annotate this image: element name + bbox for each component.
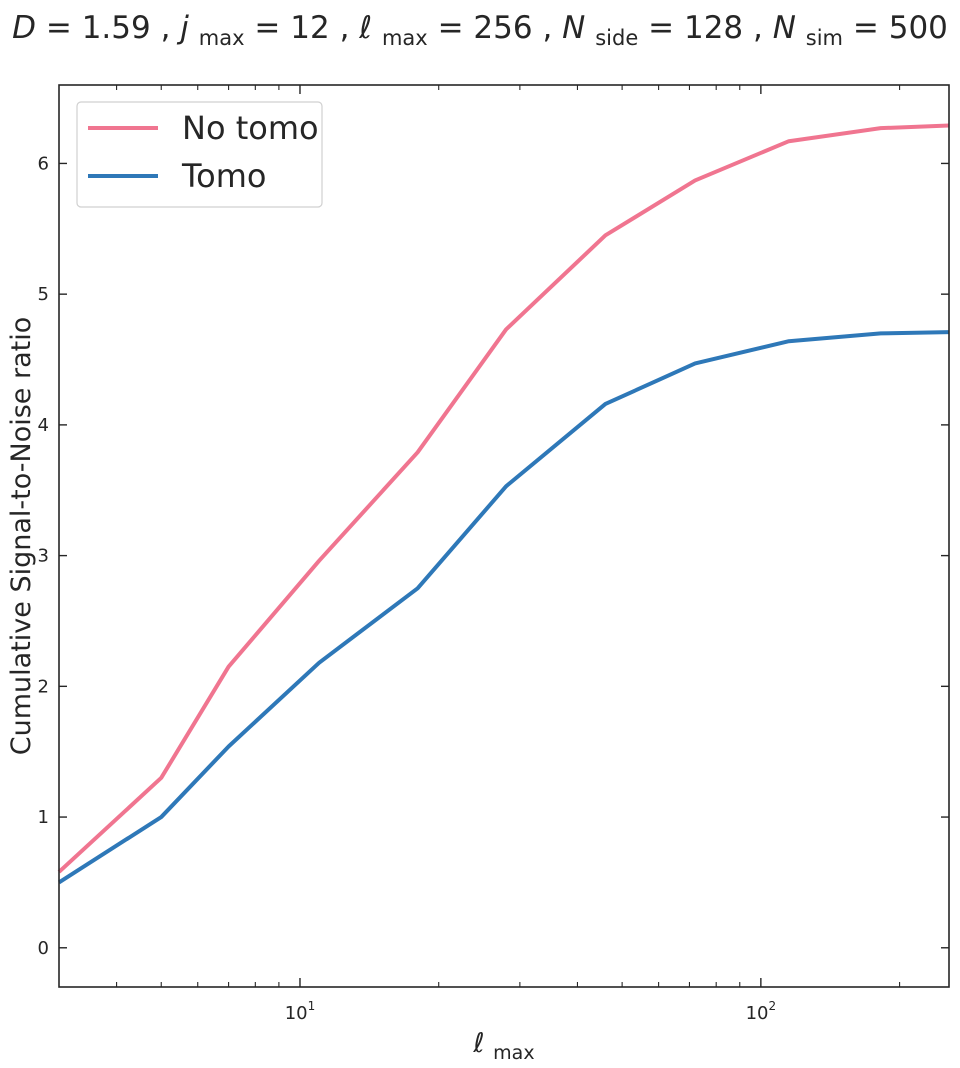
title-j-label: j — [176, 10, 189, 46]
title-nsim-label: N — [773, 10, 796, 46]
legend-label-tomo: Tomo — [181, 157, 266, 195]
x-axis-label-main: ℓ — [472, 1028, 484, 1059]
y-tick-label: 2 — [38, 676, 49, 697]
title-nsim-value: 500 — [889, 10, 948, 46]
y-tick-label: 0 — [38, 938, 49, 959]
ticks-layer — [59, 85, 949, 987]
title-l-sub: max — [382, 26, 428, 50]
y-tick-label: 1 — [38, 807, 49, 828]
y-tick-label: 6 — [38, 153, 49, 174]
chart-title: D = 1.59 , j max = 12 , ℓ max = 256 , N … — [12, 10, 948, 53]
x-tick-label: 101 — [285, 999, 316, 1024]
title-nside-sub: side — [595, 26, 638, 50]
title-j-value: 12 — [290, 10, 329, 46]
series-line-tomo — [57, 330, 950, 885]
title-j-sub: max — [199, 26, 245, 50]
title-nside-label: N — [562, 10, 585, 46]
legend: No tomo Tomo — [76, 101, 323, 208]
title-d-value: 1.59 — [82, 10, 151, 46]
x-tick-labels: 101 102 — [285, 999, 776, 1024]
x-axis-label-sub: max — [493, 1042, 534, 1064]
y-tick-label: 5 — [38, 284, 49, 305]
plot-frame — [58, 84, 950, 988]
series-line-no-tomo — [57, 123, 950, 874]
series-layer — [57, 123, 950, 885]
y-tick-label: 4 — [38, 415, 49, 436]
legend-label-no-tomo: No tomo — [182, 109, 319, 147]
title-nside-value: 128 — [684, 10, 743, 46]
x-tick-label: 102 — [746, 999, 777, 1024]
title-l-value: 256 — [473, 10, 532, 46]
y-tick-label: 3 — [38, 546, 49, 567]
y-tick-labels: 0 1 2 3 4 5 6 — [38, 153, 49, 958]
y-axis-label: Cumulative Signal-to-Noise ratio — [6, 317, 37, 755]
title-l-label: ℓ — [358, 10, 372, 46]
title-nsim-sub: sim — [806, 26, 843, 50]
x-axis-label: ℓ max — [472, 1028, 534, 1064]
title-d-label: D — [12, 10, 36, 46]
